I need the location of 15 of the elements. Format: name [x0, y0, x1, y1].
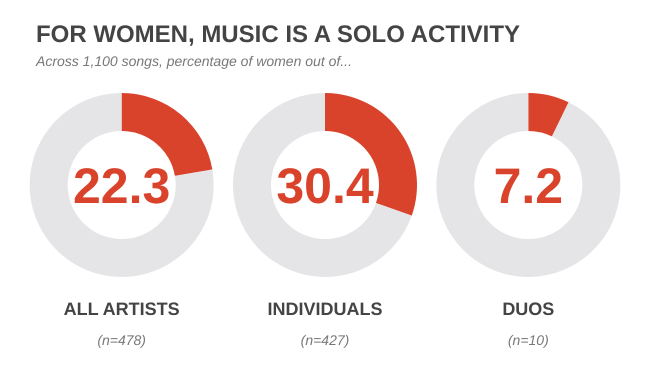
text: Across 1,100 songs, percentage of women out of... — [35, 53, 352, 69]
text: (n=10) — [508, 332, 549, 348]
text: (n=478) — [97, 332, 146, 348]
text: 22.3 — [73, 158, 170, 214]
text: 30.4 — [276, 158, 374, 214]
text: (n=427) — [300, 332, 350, 348]
donut-slice — [436, 93, 620, 277]
text: INDIVIDUALS — [267, 299, 383, 319]
text: 7.2 — [494, 158, 564, 214]
donut-slice — [528, 93, 569, 136]
donut-slice — [233, 93, 412, 277]
text: FOR WOMEN, MUSIC IS A SOLO ACTIVITY — [36, 21, 520, 48]
text: ALL ARTISTS — [64, 299, 180, 319]
text: DUOS — [502, 299, 554, 319]
donut-slice — [30, 93, 214, 277]
